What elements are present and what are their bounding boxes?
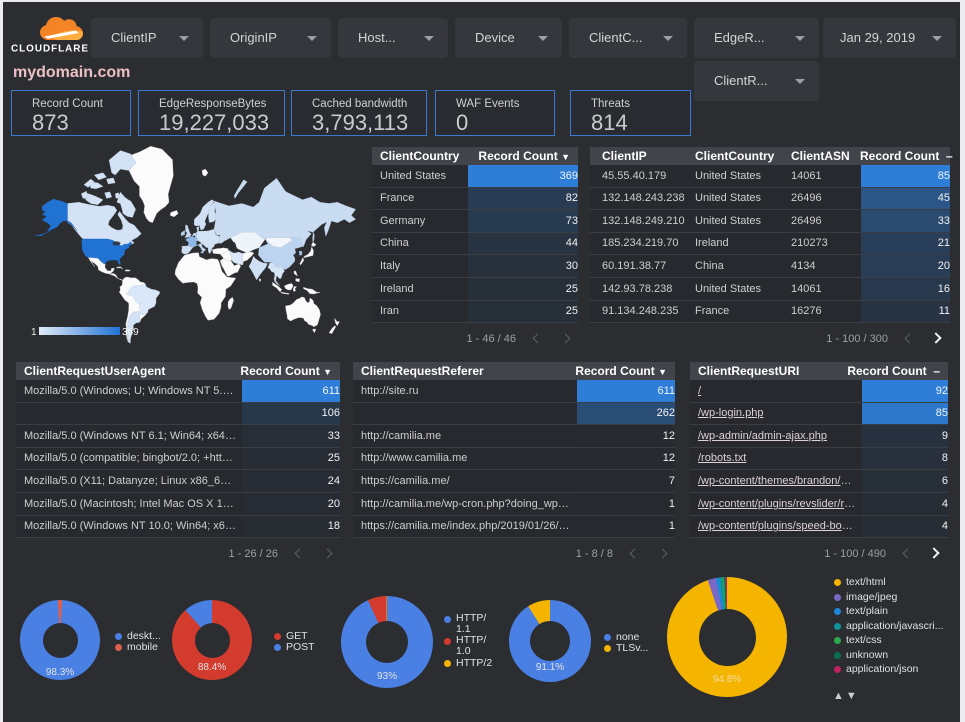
svg-text:CLOUDFLARE: CLOUDFLARE — [11, 44, 89, 55]
svg-text:369: 369 — [122, 327, 139, 338]
svg-text:1: 1 — [31, 327, 37, 338]
